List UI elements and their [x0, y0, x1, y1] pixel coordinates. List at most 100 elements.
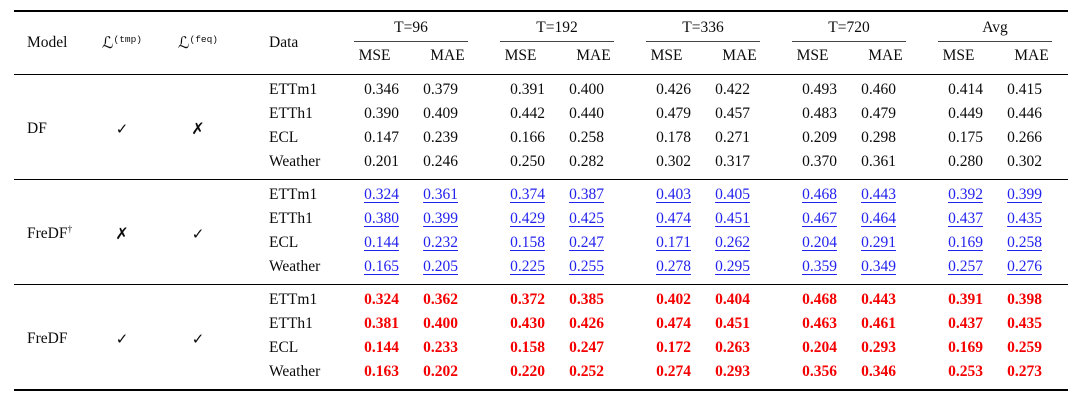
metric-value: 0.232	[423, 234, 458, 251]
metric-value: 0.474	[656, 315, 691, 332]
col-header-mae: MAE	[868, 47, 903, 64]
metric-value: 0.257	[948, 258, 983, 275]
dagger-mark: †	[67, 224, 73, 235]
cmidrule	[938, 41, 1052, 42]
metric-value: 0.266	[1007, 129, 1042, 146]
metric-value: 0.271	[715, 129, 750, 146]
metric-value: 0.385	[569, 291, 604, 308]
script-L-symbol: ℒ	[177, 33, 190, 52]
metric-value: 0.402	[656, 291, 691, 308]
metric-value: 0.403	[656, 186, 691, 203]
metric-value: 0.158	[510, 339, 545, 356]
dataset-label: ETTm1	[269, 186, 318, 203]
col-header-mae: MAE	[722, 47, 757, 64]
metric-value: 0.250	[510, 153, 545, 170]
metric-value: 0.457	[715, 105, 750, 122]
metric-value: 0.463	[802, 315, 837, 332]
metric-value: 0.262	[715, 234, 750, 251]
metric-value: 0.172	[656, 339, 691, 356]
metric-value: 0.274	[656, 363, 691, 380]
model-label: FreDF	[27, 329, 68, 347]
metric-value: 0.175	[948, 129, 983, 146]
col-group-t336: T=336	[630, 11, 776, 42]
check-icon: ✓	[191, 224, 205, 243]
table-row: ETTh1 0.380 0.399 0.429 0.425 0.474 0.451 0.467…	[14, 207, 1068, 231]
table-row: FreDF† ✗ ✓ ETTm1 0.324 0.361 0.374 0.387 0.403 0.…	[14, 180, 1068, 243]
metric-value: 0.346	[364, 81, 399, 98]
metric-value: 0.440	[569, 105, 604, 122]
metric-value: 0.404	[715, 291, 750, 308]
metric-value: 0.479	[656, 105, 691, 122]
metric-value: 0.391	[948, 291, 983, 308]
metric-value: 0.171	[656, 234, 691, 251]
metric-value: 0.442	[510, 105, 545, 122]
script-L-symbol: ℒ	[101, 33, 114, 52]
metric-value: 0.359	[802, 258, 837, 275]
metric-value: 0.372	[510, 291, 545, 308]
metric-value: 0.295	[715, 258, 750, 275]
metric-value: 0.144	[364, 234, 399, 251]
metric-value: 0.202	[423, 363, 458, 380]
metric-value: 0.381	[364, 315, 399, 332]
col-header-mse: MSE	[504, 47, 537, 64]
metric-value: 0.349	[861, 258, 896, 275]
metric-value: 0.252	[569, 363, 604, 380]
table-row: FreDF ✓ ✓ ETTm1 0.324 0.362 0.372 0.385 0.402 0.4…	[14, 285, 1068, 348]
metric-value: 0.449	[948, 105, 983, 122]
metric-value: 0.380	[364, 210, 399, 227]
metric-value: 0.399	[1007, 186, 1042, 203]
cmidrule	[646, 41, 760, 42]
metric-value: 0.415	[1007, 81, 1042, 98]
metric-value: 0.387	[569, 186, 604, 203]
metric-value: 0.233	[423, 339, 458, 356]
metric-value: 0.451	[715, 315, 750, 332]
results-table: Model ℒ(tmp) ℒ(feq) Data T=96 T=192 T=33…	[14, 10, 1068, 391]
metric-value: 0.414	[948, 81, 983, 98]
dataset-label: ECL	[269, 129, 299, 146]
table-row: Weather 0.163 0.202 0.220 0.252 0.274 0.293 0.3…	[14, 360, 1068, 390]
dataset-label: ETTh1	[269, 105, 313, 122]
metric-value: 0.293	[861, 339, 896, 356]
metric-value: 0.163	[364, 363, 399, 380]
metric-value: 0.220	[510, 363, 545, 380]
metric-value: 0.468	[802, 186, 837, 203]
dataset-label: ETTm1	[269, 291, 318, 308]
check-icon: ✓	[115, 329, 129, 348]
metric-value: 0.293	[715, 363, 750, 380]
dataset-label: Weather	[269, 258, 321, 275]
cmidrule	[354, 41, 468, 42]
metric-value: 0.147	[364, 129, 399, 146]
table-row: ECL 0.144 0.233 0.158 0.247 0.172 0.263 0.204 0.…	[14, 336, 1068, 360]
model-block-fredf: FreDF ✓ ✓ ETTm1 0.324 0.362 0.372 0.385 0.402 0.4…	[14, 284, 1068, 391]
col-header-loss-feq: ℒ(feq)	[160, 11, 236, 75]
check-icon: ✓	[115, 119, 129, 138]
col-header-data: Data	[269, 34, 299, 51]
col-header-mae: MAE	[430, 47, 465, 64]
group-header-row: Model ℒ(tmp) ℒ(feq) Data T=96 T=192 T=33…	[14, 11, 1068, 52]
metric-value: 0.169	[948, 339, 983, 356]
metric-value: 0.430	[510, 315, 545, 332]
metric-value: 0.429	[510, 210, 545, 227]
metric-value: 0.451	[715, 210, 750, 227]
model-label: DF	[27, 119, 47, 137]
metric-value: 0.209	[802, 129, 837, 146]
metric-value: 0.259	[1007, 339, 1042, 356]
metric-value: 0.225	[510, 258, 545, 275]
metric-value: 0.374	[510, 186, 545, 203]
metric-value: 0.324	[364, 291, 399, 308]
metric-value: 0.361	[861, 153, 896, 170]
col-group-t96: T=96	[338, 11, 484, 42]
metric-value: 0.446	[1007, 105, 1042, 122]
metric-value: 0.474	[656, 210, 691, 227]
dataset-label: ECL	[269, 234, 299, 251]
metric-value: 0.291	[861, 234, 896, 251]
cross-icon: ✗	[191, 119, 205, 138]
metric-value: 0.204	[802, 234, 837, 251]
metric-value: 0.435	[1007, 315, 1042, 332]
metric-value: 0.276	[1007, 258, 1042, 275]
metric-value: 0.247	[569, 234, 604, 251]
metric-value: 0.422	[715, 81, 750, 98]
metric-header-row: MSE MAE MSE MAE MSE MAE MSE MAE MSE MAE	[14, 42, 1068, 75]
metric-value: 0.443	[861, 291, 896, 308]
col-header-mse: MSE	[650, 47, 683, 64]
